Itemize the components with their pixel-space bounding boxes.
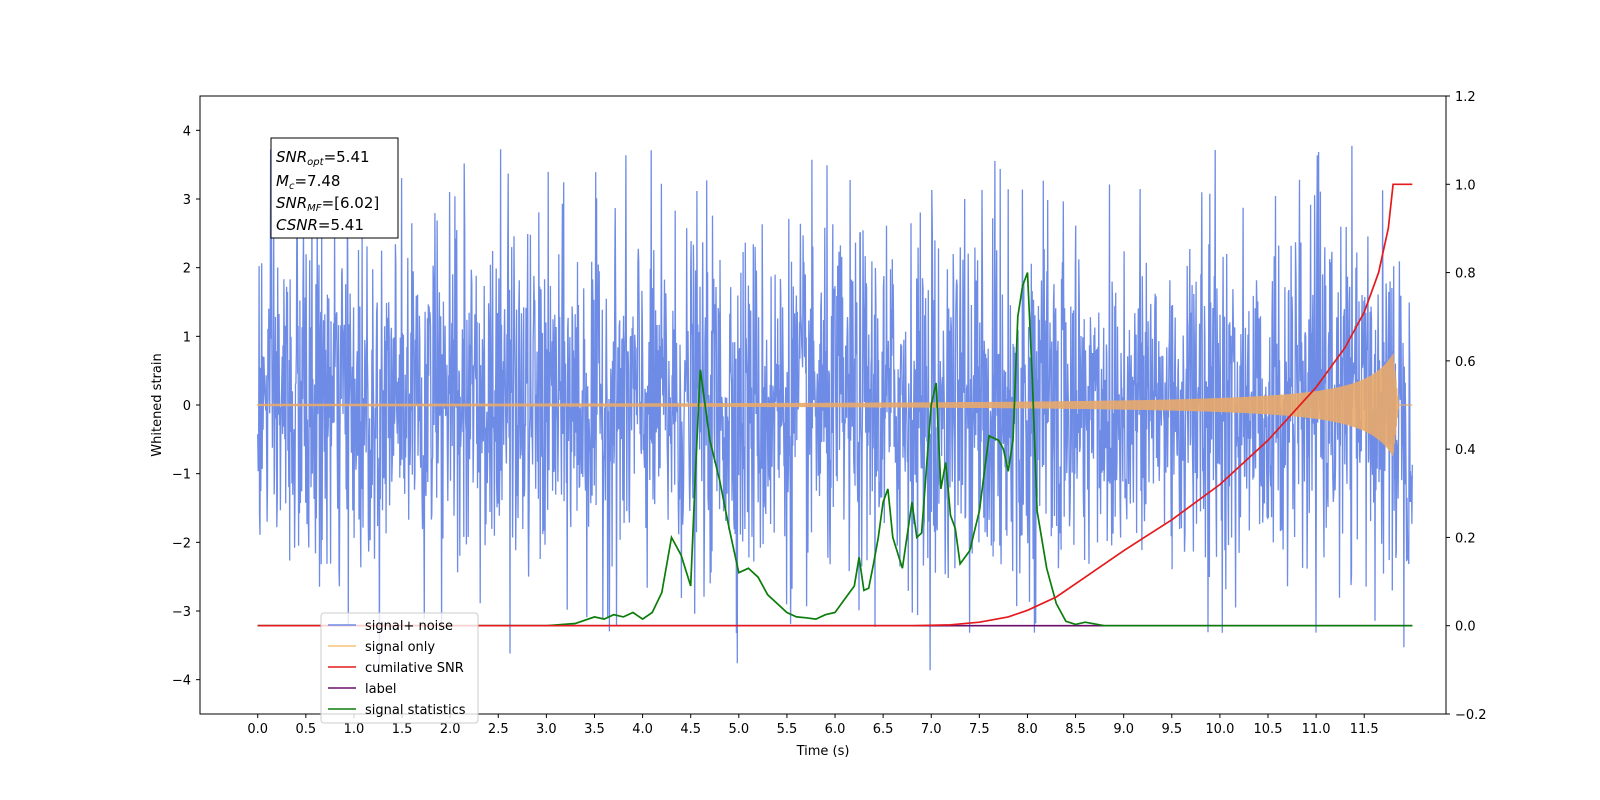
x-tick-label: 8.5 xyxy=(1065,722,1086,737)
y-tick-label: −1 xyxy=(172,468,191,483)
x-tick-label: 11.5 xyxy=(1350,722,1379,737)
x-tick-label: 4.0 xyxy=(632,722,653,737)
x-axis-label: Time (s) xyxy=(796,744,850,759)
legend-item-signal-statistics: signal statistics xyxy=(328,703,466,718)
y-tick-label: 0 xyxy=(183,399,191,414)
svg-text:signal+ noise: signal+ noise xyxy=(365,619,453,634)
x-tick-label: 9.5 xyxy=(1161,722,1182,737)
y2-tick-label: 0.8 xyxy=(1455,267,1476,282)
x-tick-label: 11.0 xyxy=(1302,722,1331,737)
x-tick-label: 7.5 xyxy=(969,722,990,737)
x-tick-label: 10.0 xyxy=(1205,722,1234,737)
legend-item-signal-only: signal only xyxy=(328,640,435,655)
x-tick-label: 0.0 xyxy=(247,722,268,737)
y2-tick-label: 0.2 xyxy=(1455,531,1476,546)
svg-text:signal only: signal only xyxy=(365,640,435,655)
legend: signal+ noise signal only cumilative SNR… xyxy=(320,612,479,724)
x-tick-label: 2.5 xyxy=(488,722,509,737)
y-tick-label: −3 xyxy=(172,605,191,620)
annotation-line-csnr: CSNR=5.41 xyxy=(276,216,364,234)
x-tick-label: 2.0 xyxy=(440,722,461,737)
x-tick-label: 0.5 xyxy=(295,722,316,737)
legend-item-signal-noise: signal+ noise xyxy=(328,619,453,634)
x-tick-label: 5.0 xyxy=(728,722,749,737)
svg-text:label: label xyxy=(365,682,396,697)
axes-layer: 0.0 0.5 1.0 1.5 2.0 2.5 3.0 3.5 4.0 4.5 5.0 5.5 6.0 6… xyxy=(172,90,1487,737)
y-tick-label: 1 xyxy=(183,330,191,345)
x-tick-label: 7.0 xyxy=(921,722,942,737)
x-tick-label: 3.5 xyxy=(584,722,605,737)
y2-tick-label: 1.2 xyxy=(1455,90,1476,105)
x-tick-label: 6.0 xyxy=(825,722,846,737)
y-tick-label: −2 xyxy=(172,536,191,551)
y-tick-label: 2 xyxy=(183,262,191,277)
annotation-line-snr-mf: SNRMF=[6.02] xyxy=(276,194,379,214)
cumulative-snr-line xyxy=(257,183,1413,627)
signal-noise-line xyxy=(257,145,1413,671)
y2-tick-label: 0.4 xyxy=(1455,443,1476,458)
y2-tick-label: 1.0 xyxy=(1455,178,1476,193)
signal-only-layer xyxy=(257,353,1413,456)
svg-text:signal statistics: signal statistics xyxy=(365,703,466,718)
x-tick-label: 9.0 xyxy=(1113,722,1134,737)
x-tick-label: 6.5 xyxy=(873,722,894,737)
svg-text:cumilative SNR: cumilative SNR xyxy=(365,661,464,676)
x-tick-label: 1.5 xyxy=(392,722,413,737)
x-tick-label: 5.5 xyxy=(777,722,798,737)
legend-item-cumulative-snr: cumilative SNR xyxy=(328,661,464,676)
legend-box xyxy=(320,612,479,724)
y-tick-label: 4 xyxy=(183,124,191,139)
x-tick-label: 3.0 xyxy=(536,722,557,737)
legend-item-label: label xyxy=(328,682,396,697)
y-tick-label: −4 xyxy=(172,674,191,689)
y2-tick-label: 0.0 xyxy=(1455,620,1476,635)
annotation-line-snr-opt: SNRopt=5.41 xyxy=(276,148,370,168)
y-tick-label: 3 xyxy=(183,193,191,208)
signal-only-line xyxy=(257,353,1413,456)
y2-tick-label: −0.2 xyxy=(1455,708,1487,723)
annotation-line-mc: Mc=7.48 xyxy=(276,172,340,192)
annotation-box: SNRopt=5.41 Mc=7.48 SNRMF=[6.02] CSNR=5.… xyxy=(270,137,399,239)
x-tick-label: 4.5 xyxy=(680,722,701,737)
signal-statistics-line xyxy=(257,272,1413,627)
y-axis-label: Whitened strain xyxy=(150,353,165,456)
x-tick-label: 1.0 xyxy=(344,722,365,737)
y2-tick-label: 0.6 xyxy=(1455,355,1476,370)
x-tick-label: 8.0 xyxy=(1017,722,1038,737)
x-tick-label: 10.5 xyxy=(1254,722,1283,737)
signal-noise-layer xyxy=(257,145,1413,671)
